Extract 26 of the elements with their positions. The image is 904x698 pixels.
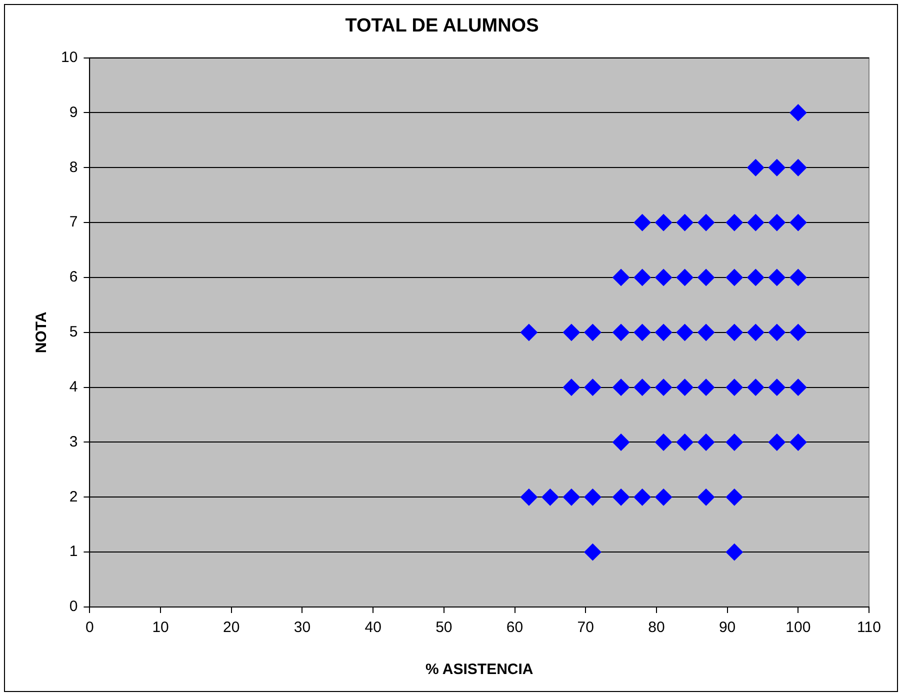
y-tick-label: 0 [69,598,78,616]
x-tick-label: 10 [152,619,169,636]
y-tick-label: 3 [69,433,78,450]
x-tick-label: 30 [294,619,311,636]
x-tick-label: 80 [648,619,665,636]
y-tick-label: 8 [69,158,78,176]
x-tick-label: 20 [223,619,240,636]
y-tick-label: 9 [69,104,78,121]
x-tick-label: 70 [577,619,594,636]
y-tick-label: 1 [69,543,78,560]
y-axis-title: NOTA [33,312,50,354]
y-tick-label: 2 [69,488,78,506]
chart-title: TOTAL DE ALUMNOS [345,16,539,37]
x-tick-label: 0 [86,619,94,636]
y-tick-label: 7 [69,214,78,231]
y-tick-label: 6 [69,268,78,286]
x-tick-label: 40 [364,619,382,636]
x-tick-label: 90 [718,619,736,636]
y-tick-label: 10 [60,48,78,66]
x-tick-label: 60 [506,619,524,636]
x-tick-label: 100 [786,619,811,636]
x-axis-title: % ASISTENCIA [425,661,534,678]
y-tick-label: 4 [69,378,78,396]
x-tick-label: 110 [857,619,881,636]
x-tick-label: 50 [436,619,452,636]
y-tick-label: 5 [69,324,78,341]
